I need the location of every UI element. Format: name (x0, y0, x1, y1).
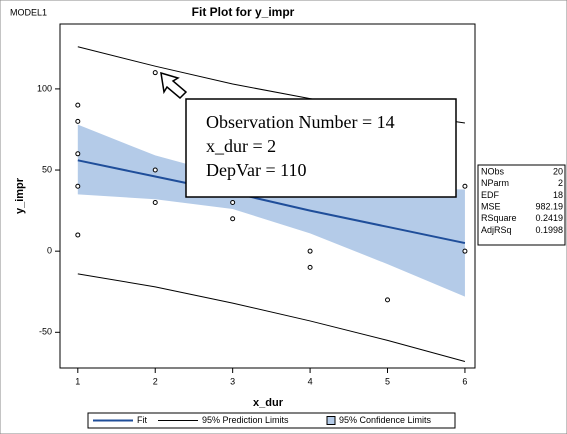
y-tick-label: -50 (39, 327, 52, 337)
callout-box (185, 98, 457, 198)
stats-value: 0.2419 (535, 213, 563, 223)
stats-value: 2 (558, 178, 563, 188)
stats-value: 18 (553, 190, 563, 200)
data-point (462, 183, 468, 189)
legend-box (87, 412, 456, 429)
legend-confidence-swatch (326, 416, 336, 425)
data-point (307, 248, 313, 254)
stats-label: EDF (481, 190, 500, 200)
x-tick-label: 4 (308, 376, 313, 386)
x-tick-label: 3 (230, 376, 235, 386)
fit-line (77, 159, 466, 245)
stats-label: AdjRSq (481, 225, 512, 235)
plot-area (59, 23, 476, 369)
data-point (75, 118, 81, 124)
data-point (152, 199, 158, 205)
data-point (75, 183, 81, 189)
stats-value: 20 (553, 166, 563, 176)
data-point (230, 216, 236, 222)
prediction-limit (77, 273, 466, 362)
y-tick-label: 0 (47, 246, 52, 256)
stats-value: 982.19 (535, 201, 563, 211)
stats-label: RSquare (481, 213, 517, 223)
callout-arrow (160, 71, 188, 100)
data-point (307, 264, 313, 270)
legend-label: 95% Prediction Limits (202, 415, 289, 425)
x-tick-label: 1 (75, 376, 80, 386)
data-point (75, 102, 81, 108)
x-axis-label: x_dur (253, 397, 284, 409)
callout-text: DepVar = 110 (206, 160, 306, 180)
confidence-band (77, 124, 465, 297)
data-point (462, 248, 468, 254)
stats-box (477, 164, 566, 246)
data-point (385, 297, 391, 303)
chart-title: Fit Plot for y_impr (192, 5, 295, 19)
callout-text: x_dur = 2 (206, 136, 276, 156)
stats-label: MSE (481, 201, 501, 211)
data-point (230, 199, 236, 205)
stats-label: NParm (481, 178, 509, 188)
x-tick-label: 6 (462, 376, 467, 386)
stats-value: 0.1998 (535, 225, 563, 235)
stats-label: NObs (481, 166, 505, 176)
data-point (152, 70, 158, 76)
callout-text: Observation Number = 14 (206, 112, 395, 132)
y-tick-label: 50 (42, 164, 52, 174)
data-point (75, 232, 81, 238)
model-label: MODEL1 (10, 7, 47, 17)
legend-label: 95% Confidence Limits (339, 415, 432, 425)
x-tick-label: 5 (385, 376, 390, 386)
data-point (75, 151, 81, 157)
y-axis-label: y_impr (14, 177, 26, 214)
y-tick-label: 100 (37, 83, 52, 93)
data-point (152, 167, 158, 173)
legend-label: Fit (137, 415, 147, 425)
x-tick-label: 2 (153, 376, 158, 386)
